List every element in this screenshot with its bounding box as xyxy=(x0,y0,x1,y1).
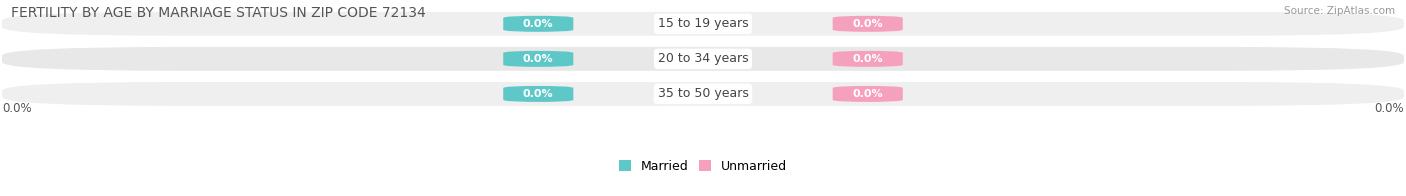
Text: 0.0%: 0.0% xyxy=(523,19,554,29)
FancyBboxPatch shape xyxy=(1,82,1405,106)
FancyBboxPatch shape xyxy=(1,12,1405,36)
Text: 15 to 19 years: 15 to 19 years xyxy=(658,17,748,30)
Text: 0.0%: 0.0% xyxy=(852,54,883,64)
FancyBboxPatch shape xyxy=(832,16,903,32)
FancyBboxPatch shape xyxy=(503,51,574,67)
FancyBboxPatch shape xyxy=(503,86,574,102)
Text: Source: ZipAtlas.com: Source: ZipAtlas.com xyxy=(1284,6,1395,16)
Text: 0.0%: 0.0% xyxy=(852,19,883,29)
Text: 35 to 50 years: 35 to 50 years xyxy=(658,87,748,100)
FancyBboxPatch shape xyxy=(832,51,903,67)
Text: 0.0%: 0.0% xyxy=(1374,102,1405,115)
Text: 20 to 34 years: 20 to 34 years xyxy=(658,52,748,65)
FancyBboxPatch shape xyxy=(832,86,903,102)
FancyBboxPatch shape xyxy=(503,16,574,32)
FancyBboxPatch shape xyxy=(1,47,1405,71)
Text: 0.0%: 0.0% xyxy=(852,89,883,99)
Text: 0.0%: 0.0% xyxy=(523,54,554,64)
Text: FERTILITY BY AGE BY MARRIAGE STATUS IN ZIP CODE 72134: FERTILITY BY AGE BY MARRIAGE STATUS IN Z… xyxy=(11,6,426,20)
Legend: Married, Unmarried: Married, Unmarried xyxy=(619,160,787,173)
Text: 0.0%: 0.0% xyxy=(523,89,554,99)
Text: 0.0%: 0.0% xyxy=(1,102,32,115)
